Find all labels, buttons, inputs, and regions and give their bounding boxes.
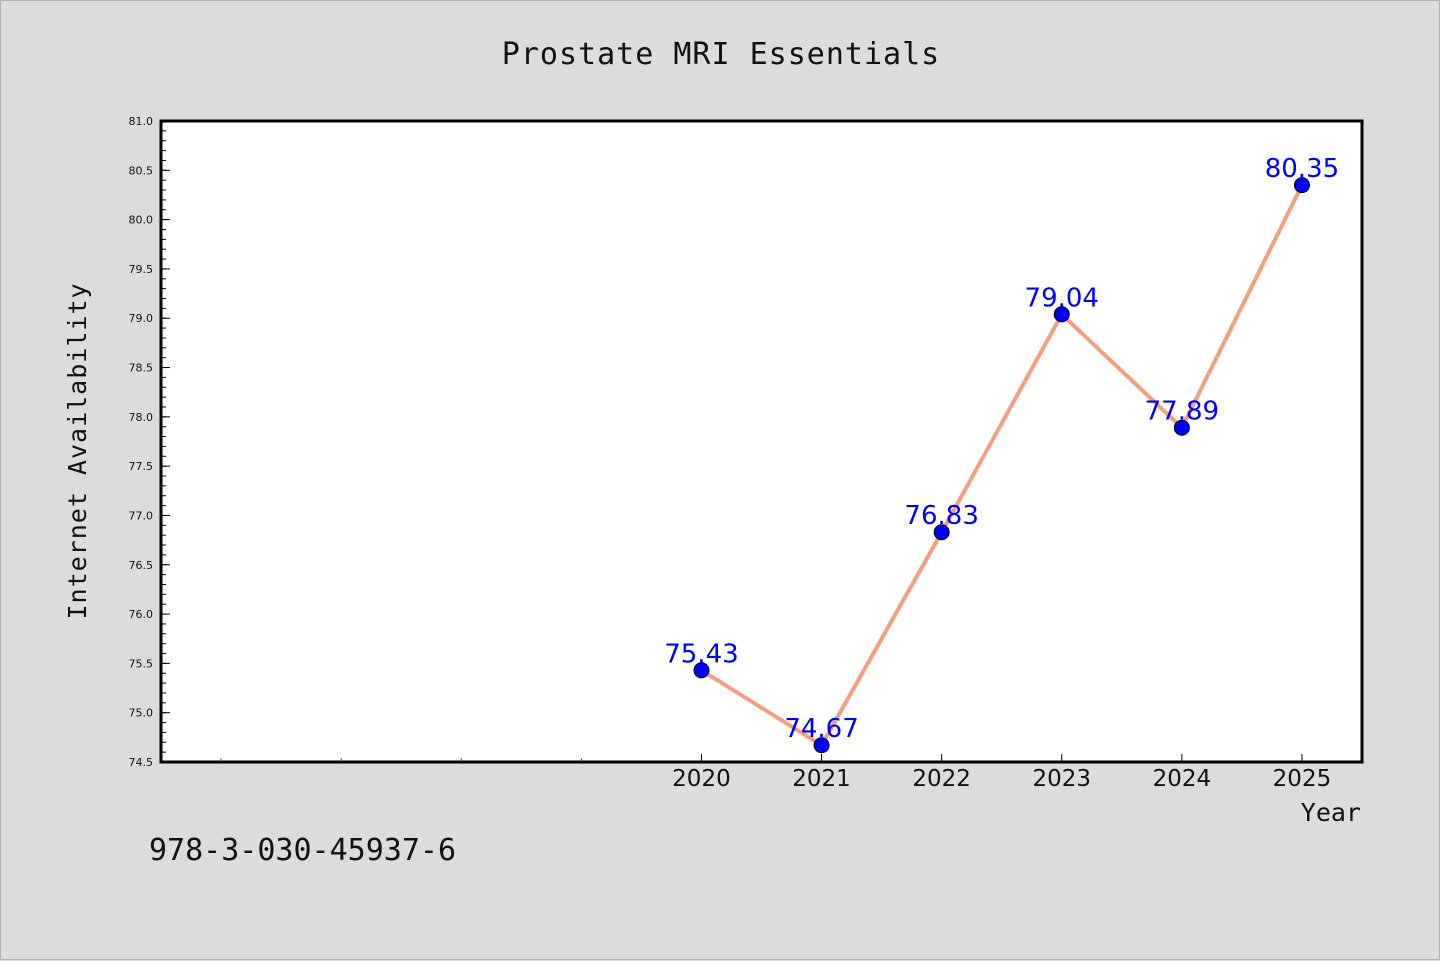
- y-tick-label: 79.5: [129, 263, 154, 276]
- data-labels: 75.43 74.67 76.83 79.04 77.89 80.35: [664, 154, 1339, 744]
- x-tick-label: 2022: [912, 766, 971, 792]
- y-tick-label: 75.5: [129, 657, 154, 670]
- y-axis-label: Internet Availability: [63, 282, 92, 619]
- data-point: [933, 524, 950, 541]
- y-tick-label: 74.5: [129, 756, 154, 769]
- y-tick-label: 78.0: [129, 411, 154, 424]
- data-label: 77.89: [1145, 397, 1219, 427]
- data-label: 76.83: [904, 501, 978, 531]
- y-axis: 74.5 75.0 75.5 76.0 76.5 77.0 77.5 78.0 78.5 79.0…: [129, 115, 170, 769]
- data-series: [693, 177, 1310, 754]
- x-tick-label: 2024: [1153, 766, 1212, 792]
- data-label: 79.04: [1025, 283, 1099, 313]
- data-point: [1173, 419, 1190, 436]
- chart-title: Prostate MRI Essentials: [502, 37, 940, 72]
- x-axis-label: Year: [1301, 798, 1361, 827]
- y-tick-label: 75.0: [129, 707, 154, 720]
- x-tick-label: 2021: [792, 766, 851, 792]
- y-tick-label: 76.5: [129, 559, 154, 572]
- data-label: 74.67: [784, 714, 858, 744]
- x-axis: 2020 2021 2022 2023 2024 2025: [220, 754, 1332, 792]
- x-tick-label: 2020: [672, 766, 731, 792]
- y-tick-label: 78.5: [129, 362, 154, 375]
- y-tick-label: 81.0: [129, 115, 154, 128]
- y-tick-label: 80.5: [129, 164, 154, 177]
- data-point: [1293, 177, 1310, 194]
- series-line: [700, 184, 1304, 748]
- y-tick-label: 79.0: [129, 312, 154, 325]
- data-point: [1053, 306, 1070, 323]
- data-label: 80.35: [1265, 154, 1339, 184]
- isbn-text: 978-3-030-45937-6: [149, 833, 457, 868]
- x-tick-label: 2023: [1032, 766, 1091, 792]
- data-point: [693, 662, 710, 679]
- x-tick-label: 2025: [1273, 766, 1332, 792]
- y-tick-label: 76.0: [129, 608, 154, 621]
- y-tick-label: 77.0: [129, 509, 154, 522]
- plot-area: [159, 119, 1364, 764]
- y-tick-label: 80.0: [129, 214, 154, 227]
- y-tick-label: 77.5: [129, 460, 154, 473]
- data-label: 75.43: [664, 639, 738, 669]
- data-point: [813, 737, 830, 754]
